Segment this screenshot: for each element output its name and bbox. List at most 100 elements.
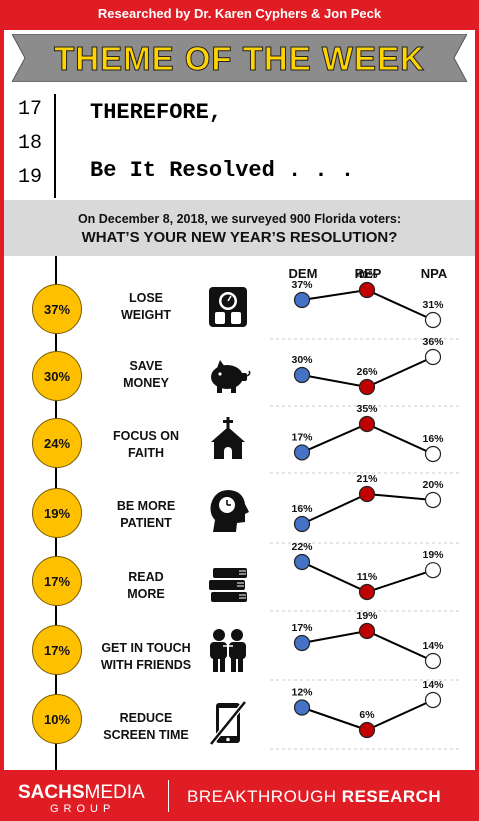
- data-point-dem: [293, 699, 311, 716]
- data-point-dem: [293, 515, 311, 533]
- line-number-19: 19: [18, 166, 43, 189]
- label-line: GET IN TOUCH: [101, 641, 191, 655]
- total-badge: 19%: [32, 488, 82, 538]
- data-label: 26%: [356, 366, 378, 378]
- survey-question: WHAT’S YOUR NEW YEAR’S RESOLUTION?: [81, 229, 398, 246]
- line-number-gutter: 17 18 19: [4, 94, 56, 198]
- data-label: 31%: [422, 299, 444, 311]
- data-label: 36%: [422, 336, 444, 348]
- data-point-rep: [358, 281, 376, 299]
- resolution-label: READ MORE: [92, 569, 200, 603]
- data-label: 16%: [291, 503, 313, 515]
- data-point-rep: [358, 415, 376, 433]
- column-header-npa: NPA: [420, 266, 448, 281]
- label-line: SCREEN TIME: [103, 728, 189, 742]
- friends-icon: [210, 629, 246, 672]
- resolution-label: FOCUS ON FAITH: [92, 428, 200, 462]
- resolution-label: BE MORE PATIENT: [92, 498, 200, 532]
- total-badge: 10%: [32, 694, 82, 744]
- data-label: 11%: [357, 571, 378, 583]
- label-line: MONEY: [123, 376, 169, 390]
- data-point-npa: [424, 652, 442, 670]
- label-line: BE MORE: [116, 499, 176, 513]
- head-clock-icon: [210, 490, 249, 532]
- total-badge: 24%: [32, 418, 82, 468]
- sachs-media-logo: SACHSMEDIA: [18, 782, 145, 804]
- breakthrough-research-label: BREAKTHROUGH RESEARCH: [187, 787, 441, 807]
- piggy-bank-icon: [211, 360, 251, 393]
- label-line: MORE: [127, 587, 165, 601]
- footer-text-breakthrough: BREAKTHROUGH: [187, 787, 342, 806]
- label-line: FAITH: [127, 446, 165, 460]
- total-badge: 17%: [32, 625, 82, 675]
- column-header-dem: DEM: [288, 266, 318, 281]
- data-point-rep: [358, 378, 376, 396]
- label-line: READ: [128, 570, 164, 584]
- banner-ribbon-shape: [12, 34, 467, 82]
- data-point-npa: [424, 311, 442, 329]
- label-line: WITH FRIENDS: [100, 658, 192, 672]
- banner-title: THEME OF THE WEEK: [54, 40, 425, 78]
- data-point-rep: [358, 583, 376, 601]
- data-label: 16%: [422, 433, 444, 445]
- resolution-label: SAVE MONEY: [92, 358, 200, 392]
- total-badge: 30%: [32, 351, 82, 401]
- code-line-therefore: THEREFORE,: [90, 100, 223, 125]
- data-point-dem: [293, 634, 311, 652]
- logo-text-media: MEDIA: [84, 782, 145, 803]
- data-label: 12%: [291, 687, 313, 699]
- label-line: SAVE: [129, 359, 163, 373]
- data-label: 30%: [291, 354, 313, 366]
- total-badge: 37%: [32, 284, 82, 334]
- resolution-label: GET IN TOUCH WITH FRIENDS: [92, 640, 200, 674]
- data-label: 35%: [356, 403, 378, 415]
- data-label: 22%: [291, 541, 313, 553]
- line-number-17: 17: [18, 98, 43, 121]
- data-label: 6%: [359, 709, 375, 721]
- title-banner: THEME OF THE WEEK: [12, 34, 467, 82]
- data-point-rep: [358, 485, 376, 503]
- column-header-rep: REP: [354, 266, 382, 281]
- no-phone-icon: [209, 700, 247, 746]
- survey-header: On December 8, 2018, we surveyed 900 Flo…: [4, 200, 475, 256]
- label-line: REDUCE: [119, 711, 173, 725]
- data-label: 40%: [356, 269, 378, 281]
- data-point-dem: [293, 291, 311, 309]
- logo-subtext: GROUP: [50, 803, 116, 815]
- data-label: 14%: [422, 640, 444, 652]
- resolution-label: REDUCE SCREEN TIME: [92, 710, 200, 744]
- data-point-npa: [424, 445, 442, 463]
- data-label: 19%: [422, 549, 444, 561]
- survey-intro: On December 8, 2018, we surveyed 900 Flo…: [77, 212, 402, 226]
- data-label: 20%: [422, 479, 444, 491]
- data-point-dem: [293, 553, 311, 571]
- total-badge: 17%: [32, 556, 82, 606]
- church-icon: [211, 417, 245, 459]
- data-point-npa: [424, 348, 442, 366]
- line-number-18: 18: [18, 132, 43, 155]
- data-point-dem: [293, 444, 311, 461]
- scale-icon: [209, 287, 247, 327]
- data-point-dem: [293, 366, 311, 384]
- label-line: PATIENT: [120, 516, 172, 530]
- books-icon: [209, 568, 247, 602]
- logo-text-sachs: SACHS: [18, 782, 85, 803]
- data-point-npa: [424, 691, 442, 709]
- label-line: LOSE: [128, 291, 164, 305]
- data-label: 14%: [422, 679, 444, 691]
- label-line: FOCUS ON: [113, 429, 179, 443]
- data-label: 37%: [291, 279, 313, 291]
- data-point-npa: [424, 562, 442, 579]
- resolution-label: LOSE WEIGHT: [92, 290, 200, 324]
- credit-line: Researched by Dr. Karen Cyphers & Jon Pe…: [97, 6, 382, 21]
- data-label: 21%: [356, 473, 378, 485]
- code-line-resolved: Be It Resolved . . .: [90, 158, 355, 183]
- data-point-npa: [424, 491, 442, 509]
- data-point-rep: [358, 721, 376, 739]
- label-line: WEIGHT: [121, 308, 171, 322]
- data-label: 17%: [291, 622, 313, 634]
- data-label: 17%: [291, 431, 313, 443]
- footer-text-research: RESEARCH: [341, 787, 442, 806]
- data-label: 19%: [356, 610, 378, 622]
